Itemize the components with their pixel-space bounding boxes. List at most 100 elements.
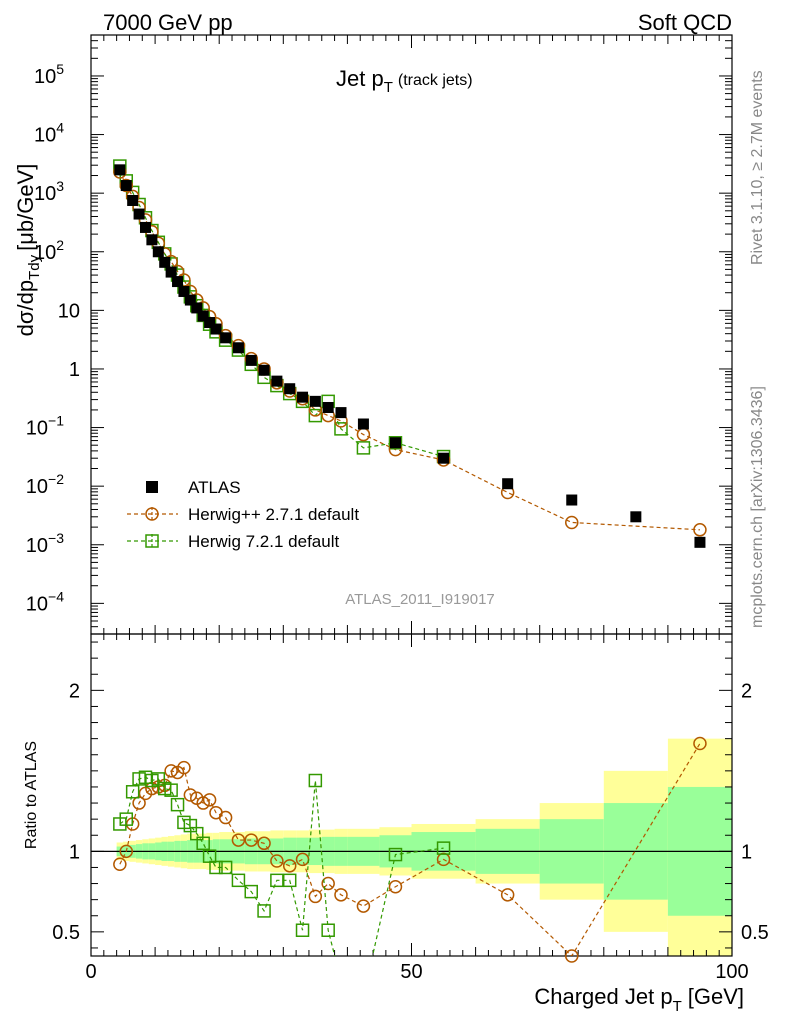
marker-open-square: [308, 408, 323, 423]
x-tick-label: 100: [715, 961, 748, 983]
tick-exponent: −3: [48, 530, 64, 546]
series-herwig-7-2-1-default: [119, 165, 444, 458]
marker-filled-square: [178, 285, 190, 297]
main-title: Jet pT (track jets): [336, 66, 473, 96]
marker-open-circle: [282, 859, 297, 873]
tick-mantissa: 10: [34, 125, 56, 147]
marker-open-circle: [145, 507, 159, 521]
marker-open-circle: [244, 833, 258, 847]
x-tick-label: 50: [400, 961, 422, 983]
legend-label: ATLAS: [188, 478, 241, 497]
marker-open-square: [231, 873, 246, 888]
marker-filled-square: [146, 481, 158, 493]
main-y-tick-label: 10−2: [26, 471, 64, 498]
marker-filled-square: [357, 418, 369, 430]
main-series-layer: [113, 159, 707, 548]
marker-open-circle: [119, 844, 134, 859]
marker-filled-square: [271, 375, 283, 387]
marker-open-square: [119, 812, 134, 826]
marker-open-square: [388, 436, 403, 450]
marker-open-square: [321, 923, 335, 937]
marker-filled-square: [120, 180, 132, 192]
marker-open-circle: [321, 876, 335, 891]
marker-open-square: [334, 422, 348, 436]
main-y-tick-label: 1: [69, 359, 80, 381]
marker-open-circle: [231, 833, 246, 847]
ratio-series-herwig-7-2-1-default: [113, 770, 451, 956]
marker-filled-square: [191, 302, 203, 314]
marker-open-square: [282, 873, 297, 888]
ratio-y-tick-label: 0.5: [52, 922, 80, 944]
ratio-y-tick-label: 1: [69, 841, 80, 863]
ratio-y-tick-label-right: 1: [741, 841, 752, 863]
marker-filled-square: [133, 208, 145, 220]
marker-open-circle: [196, 796, 210, 810]
marker-open-circle: [308, 889, 323, 904]
marker-open-square: [209, 860, 223, 875]
marker-filled-square: [172, 276, 184, 288]
x-axis-label: Charged Jet pT [GeV]: [534, 984, 744, 1015]
marker-filled-square: [232, 342, 244, 354]
ratio-series-layer: [113, 736, 707, 963]
marker-filled-square: [159, 256, 171, 268]
marker-open-square: [295, 923, 310, 937]
tick-exponent: 4: [56, 120, 64, 136]
marker-filled-square: [297, 391, 309, 403]
header-right: Soft QCD: [638, 10, 732, 35]
marker-open-circle: [565, 949, 579, 963]
marker-open-circle: [500, 888, 515, 902]
tick-exponent: −4: [48, 588, 64, 604]
tick-mantissa: 10: [34, 242, 56, 264]
marker-open-circle: [177, 760, 191, 775]
marker-filled-square: [127, 194, 139, 206]
marker-open-circle: [113, 857, 127, 871]
marker-open-square: [388, 847, 403, 862]
marker-filled-square: [204, 317, 216, 329]
marker-open-circle: [565, 515, 579, 530]
marker-filled-square: [152, 246, 164, 258]
series-herwig-2-7-1-default: [119, 171, 700, 531]
marker-open-square: [170, 797, 185, 812]
marker-open-square: [356, 441, 371, 455]
marker-open-circle: [334, 888, 348, 902]
marker-open-square: [436, 841, 451, 855]
legend-label: Herwig 7.2.1 default: [188, 532, 339, 551]
marker-open-square: [308, 773, 323, 788]
marker-filled-square: [258, 364, 270, 376]
markers-atlas: [114, 164, 706, 548]
series-line: [119, 165, 444, 458]
marker-open-circle: [356, 899, 371, 913]
marker-open-circle: [693, 736, 707, 751]
marker-open-square: [270, 873, 284, 888]
main-y-tick-label: 10−3: [26, 530, 64, 557]
marker-open-circle: [388, 880, 403, 894]
legend-label: Herwig++ 2.7.1 default: [188, 505, 359, 524]
main-y-tick-label: 10: [58, 300, 80, 322]
ratio-y-axis-label: Ratio to ATLAS: [23, 741, 40, 849]
legend: ATLAS Herwig++ 2.7.1 default Herwig 7.2.1 …: [127, 478, 359, 551]
marker-filled-square: [335, 407, 347, 419]
marker-filled-square: [114, 164, 126, 176]
marker-open-circle: [257, 836, 271, 851]
marker-open-circle: [202, 793, 217, 807]
ratio-series-line: [119, 776, 444, 956]
marker-filled-square: [210, 323, 222, 335]
marker-open-circle: [183, 788, 198, 802]
main-y-tick-label: 105: [34, 61, 64, 88]
mcplots-label: mcplots.cern.ch [arXiv:1306.3436]: [749, 386, 766, 628]
ratio-y-tick-label: 2: [69, 680, 80, 702]
tick-exponent: −2: [48, 471, 64, 487]
main-y-tick-label: 10−1: [26, 413, 64, 440]
marker-filled-square: [146, 234, 158, 246]
header-left: 7000 GeV pp: [103, 10, 233, 35]
main-y-tick-label: 102: [34, 237, 64, 264]
tick-exponent: −1: [48, 413, 64, 429]
marker-open-square: [257, 904, 271, 918]
marker-open-square: [244, 884, 258, 899]
marker-open-square: [164, 783, 178, 797]
marker-filled-square: [165, 266, 177, 278]
ratio-y-tick-label-right: 0.5: [741, 922, 769, 944]
main-y-tick-label: 10−4: [26, 588, 64, 615]
